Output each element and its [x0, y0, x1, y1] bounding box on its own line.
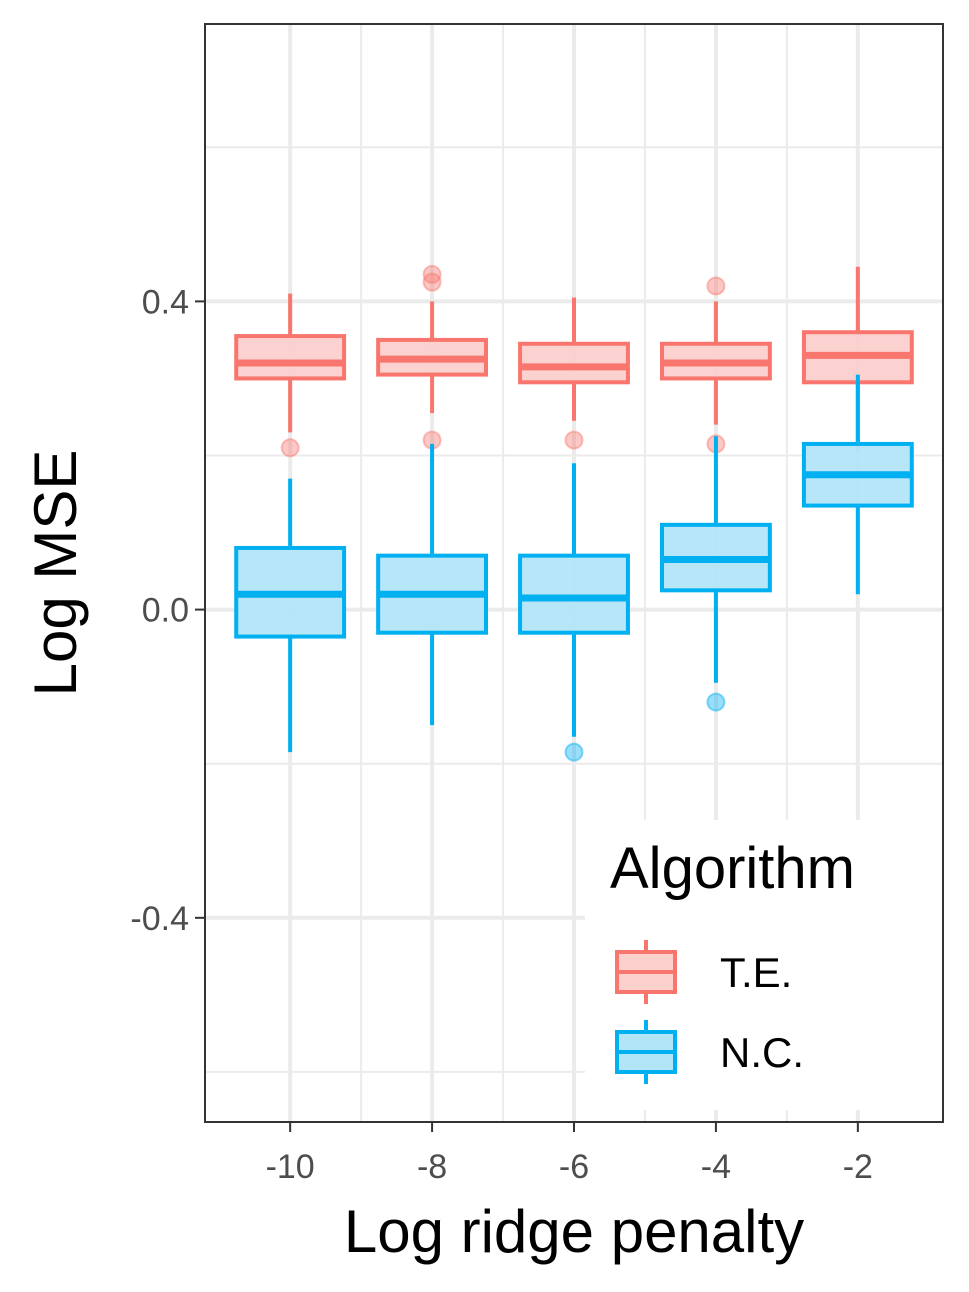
- outlier-point: [706, 692, 726, 712]
- box-series-nc: [659, 436, 772, 712]
- box-series-te: [234, 293, 347, 458]
- box-series-nc: [801, 374, 914, 595]
- box-series-te: [518, 297, 630, 450]
- y-tick-label: -0.4: [130, 900, 189, 938]
- axis-ticks: -0.4 0.0 0.4 -10 -8 -6 -4 -2: [130, 283, 873, 1186]
- x-tick-label: -6: [559, 1148, 589, 1186]
- x-axis-title: Log ridge penalty: [344, 1198, 804, 1265]
- box-series-te: [659, 276, 772, 454]
- box-body: [518, 341, 630, 385]
- box-series-nc: [376, 443, 489, 726]
- legend-label: T.E.: [720, 949, 792, 996]
- plot-panel-border: [204, 23, 944, 1123]
- legend-label: N.C.: [720, 1029, 804, 1076]
- x-tick-label: -10: [266, 1148, 315, 1186]
- legend: Algorithm T.E. N.C.: [610, 836, 855, 1084]
- legend-key-te: [615, 940, 677, 1004]
- box-series-nc: [518, 463, 630, 762]
- box-body: [234, 334, 347, 381]
- box-series-nc: [234, 478, 347, 753]
- outlier-point: [706, 276, 726, 296]
- box-series-te: [376, 264, 489, 450]
- x-tick-label: -2: [843, 1148, 873, 1186]
- box-body: [518, 553, 630, 635]
- outlier-point: [280, 438, 300, 458]
- y-tick-label: 0.4: [142, 283, 189, 321]
- y-axis-title: Log MSE: [22, 450, 89, 697]
- x-tick-label: -8: [417, 1148, 447, 1186]
- outlier-point: [564, 430, 584, 450]
- legend-title: Algorithm: [610, 836, 855, 901]
- outlier-point: [564, 742, 584, 762]
- x-tick-label: -4: [701, 1148, 731, 1186]
- outlier-point: [422, 264, 442, 284]
- outlier-point: [422, 272, 442, 292]
- y-tick-label: 0.0: [142, 592, 189, 630]
- boxes-layer: [234, 264, 914, 762]
- legend-key-nc: [615, 1020, 677, 1084]
